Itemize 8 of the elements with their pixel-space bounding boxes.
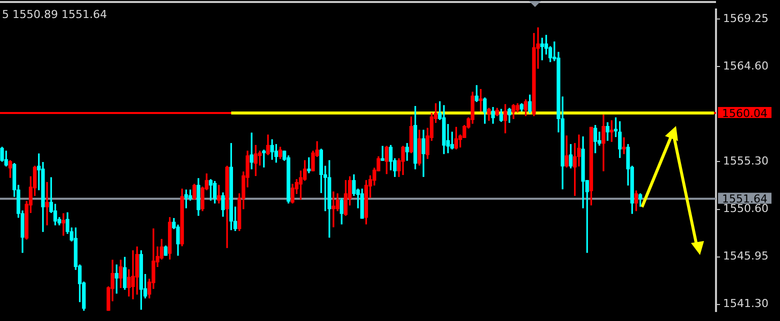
- y-tick-label: 1545.95: [723, 250, 768, 263]
- y-tick-label: 1569.25: [723, 12, 768, 25]
- annotation: 5 1550.89 1551.64: [2, 8, 107, 21]
- y-tick-label: 1541.30: [723, 297, 768, 310]
- y-tick-label: 1550.60: [723, 202, 768, 216]
- ref-line-label: 1560.04: [722, 106, 768, 120]
- y-tick-label: 1555.30: [723, 154, 768, 168]
- y-tick-label: 1564.60: [723, 59, 768, 72]
